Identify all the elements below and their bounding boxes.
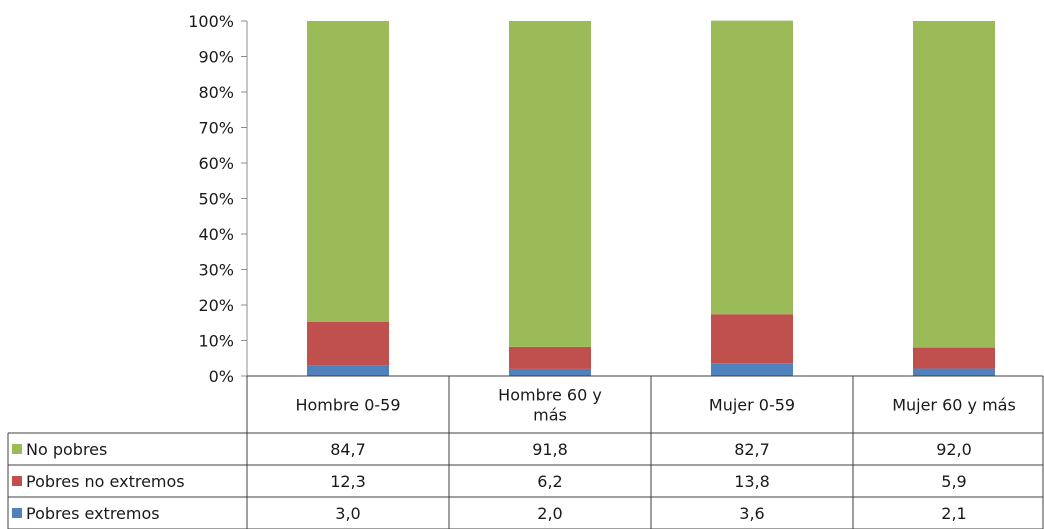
bar-segment-pobres-extremos bbox=[509, 368, 591, 376]
data-table-value: 84,7 bbox=[330, 440, 366, 459]
y-tick-label: 90% bbox=[198, 48, 234, 67]
category-label: Mujer 60 y más bbox=[892, 396, 1016, 415]
data-table-value: 3,6 bbox=[739, 504, 764, 523]
data-table-value: 91,8 bbox=[532, 440, 568, 459]
y-tick-label: 80% bbox=[198, 83, 234, 102]
data-table-value: 92,0 bbox=[936, 440, 972, 459]
y-tick-label: 10% bbox=[198, 332, 234, 351]
y-tick-label: 30% bbox=[198, 261, 234, 280]
y-tick-label: 70% bbox=[198, 119, 234, 138]
legend-label: Pobres no extremos bbox=[26, 472, 185, 491]
data-table-value: 6,2 bbox=[537, 472, 562, 491]
data-table-value: 13,8 bbox=[734, 472, 770, 491]
y-tick-label: 50% bbox=[198, 190, 234, 209]
y-tick-label: 20% bbox=[198, 296, 234, 315]
data-table-value: 82,7 bbox=[734, 440, 770, 459]
category-label: Hombre 0-59 bbox=[295, 396, 400, 415]
bar-segment-no-pobres bbox=[307, 21, 389, 322]
bar-segment-pobres-extremos bbox=[913, 368, 995, 376]
y-tick-label: 60% bbox=[198, 154, 234, 173]
y-tick-label: 40% bbox=[198, 225, 234, 244]
bar-segment-no-pobres bbox=[913, 21, 995, 348]
bar-segment-pobres-no-extremos bbox=[509, 346, 591, 369]
bar-segment-no-pobres bbox=[509, 21, 591, 347]
data-table-value: 3,0 bbox=[335, 504, 360, 523]
y-tick-label: 100% bbox=[188, 12, 234, 31]
category-label: más bbox=[533, 406, 567, 425]
category-label: Mujer 0-59 bbox=[709, 396, 795, 415]
bar-segment-pobres-no-extremos bbox=[307, 321, 389, 366]
bar-segment-pobres-extremos bbox=[307, 365, 389, 376]
legend-label: Pobres extremos bbox=[26, 504, 160, 523]
data-table-value: 2,1 bbox=[941, 504, 966, 523]
category-label: Hombre 60 y bbox=[498, 386, 602, 405]
legend-swatch bbox=[12, 444, 22, 454]
legend-swatch bbox=[12, 476, 22, 486]
y-tick-label: 0% bbox=[209, 367, 234, 386]
bar-segment-no-pobres bbox=[711, 20, 793, 315]
bar-segment-pobres-extremos bbox=[711, 363, 793, 376]
data-table-value: 2,0 bbox=[537, 504, 562, 523]
bar-segment-pobres-no-extremos bbox=[711, 314, 793, 364]
data-table-value: 5,9 bbox=[941, 472, 966, 491]
legend-swatch bbox=[12, 508, 22, 518]
legend-label: No pobres bbox=[26, 440, 107, 459]
bar-segment-pobres-no-extremos bbox=[913, 347, 995, 369]
data-table-value: 12,3 bbox=[330, 472, 366, 491]
